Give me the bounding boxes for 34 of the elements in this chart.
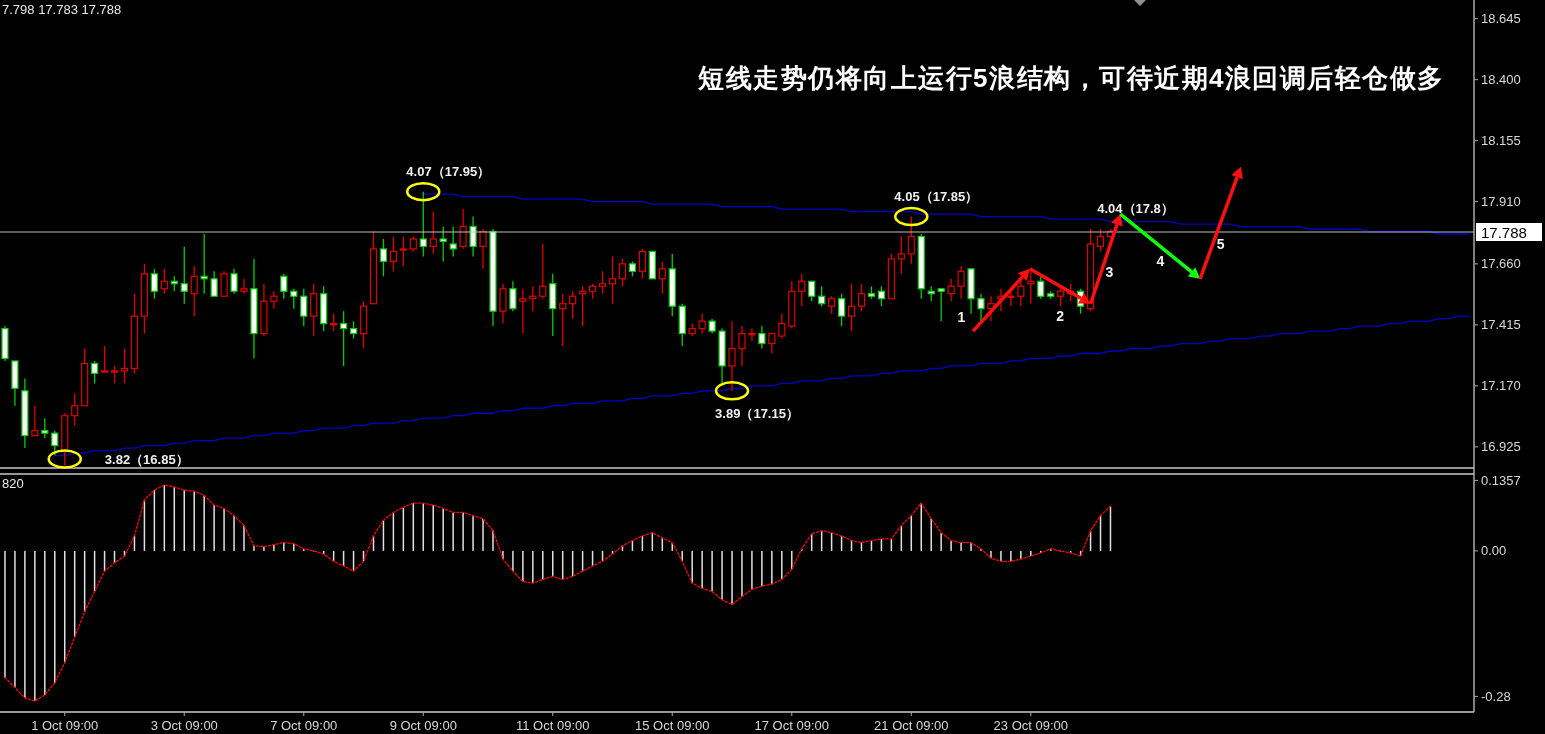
annotation: 4.05（17.85） <box>894 188 979 204</box>
text: 短线走势仍将向上运行5浪结构，可待近期4浪回调后轻仓做多 <box>697 63 1445 93</box>
y-tick-label: 18.400 <box>1481 72 1521 88</box>
annotation: 5 <box>1216 235 1225 252</box>
annotation: 7.798 17.783 17.788 <box>2 2 122 17</box>
x-tick-label: 11 Oct 09:00 <box>516 718 590 733</box>
annotation: 1 <box>957 308 966 325</box>
annotation: 4 <box>1156 253 1165 270</box>
annotation: 4.04（17.8） <box>1097 201 1174 217</box>
annotation: 3 <box>1105 263 1114 280</box>
annotation: 3.82（16.85） <box>104 452 189 467</box>
annotation: 3.89（17.15） <box>715 405 799 421</box>
y-tick-label: 17.415 <box>1481 317 1521 333</box>
annotation: 2 <box>1056 308 1065 325</box>
annotation: 4.07（17.95） <box>406 163 491 179</box>
y-tick-label: 18.645 <box>1481 11 1521 27</box>
x-tick-label: 15 Oct 09:00 <box>635 718 710 733</box>
y-tick-label: 17.910 <box>1481 194 1521 210</box>
y-tick-label: 0.00 <box>1481 543 1507 559</box>
x-tick-label: 21 Oct 09:00 <box>874 718 949 733</box>
y-tick-label: 17.660 <box>1481 256 1521 272</box>
x-tick-label: 7 Oct 09:00 <box>270 718 338 733</box>
y-tick-label: 16.925 <box>1481 439 1521 455</box>
x-tick-label: 23 Oct 09:00 <box>993 718 1069 733</box>
y-tick-label: 0.1357 <box>1481 472 1521 488</box>
x-tick-label: 3 Oct 09:00 <box>150 718 218 733</box>
ref-line-label: 17.788 <box>1481 223 1527 241</box>
annotation: 820 <box>2 476 24 491</box>
x-tick-label: 9 Oct 09:00 <box>389 718 457 733</box>
y-tick-label: -0.28 <box>1481 688 1511 704</box>
y-tick-label: 17.170 <box>1481 378 1521 394</box>
x-tick-label: 1 Oct 09:00 <box>31 718 99 733</box>
x-tick-label: 17 Oct 09:00 <box>754 718 829 733</box>
y-tick-label: 18.155 <box>1481 133 1521 149</box>
